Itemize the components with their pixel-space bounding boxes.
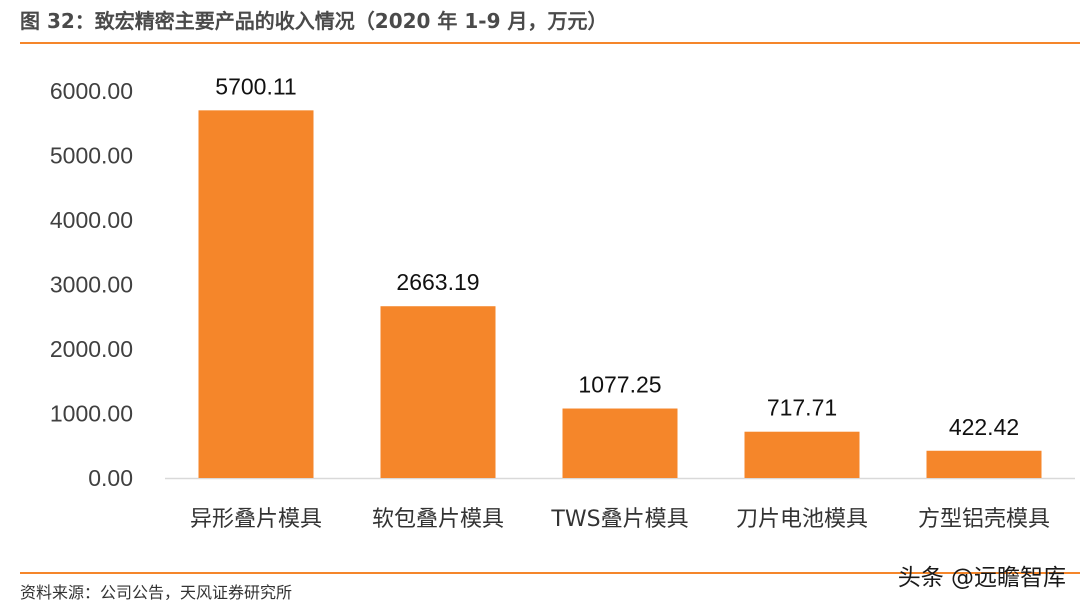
data-label: 717.71: [767, 395, 837, 421]
bar: [744, 431, 860, 478]
bar: [198, 110, 314, 479]
x-category-label: 软包叠片模具: [372, 507, 504, 532]
bar: [562, 408, 678, 478]
data-label: 422.42: [949, 414, 1019, 440]
bar-chart: 0.00 1000.00 2000.00 3000.00 4000.00 5000.00 6…: [50, 73, 1075, 532]
x-category-label: TWS叠片模具: [550, 507, 688, 532]
data-label: 1077.25: [578, 372, 661, 398]
watermark: 头条 @远瞻智库: [897, 565, 1066, 591]
bar-series: 5700.11 异形叠片模具 2663.19 软包叠片模具 1077.25 TWS叠片模具…: [190, 73, 1050, 532]
source-note: 资料来源：公司公告，天风证券研究所: [20, 583, 293, 602]
y-tick-label: 3000.00: [50, 272, 133, 298]
x-category-label: 刀片电池模具: [736, 507, 868, 532]
x-category-label: 异形叠片模具: [190, 507, 322, 532]
y-tick-label: 1000.00: [50, 401, 133, 427]
chart-title: 图 32：致宏精密主要产品的收入情况（2020 年 1-9 月，万元）: [20, 9, 608, 33]
y-tick-label: 2000.00: [50, 336, 133, 362]
bar: [380, 306, 496, 478]
bar: [926, 450, 1042, 478]
data-label: 2663.19: [396, 269, 479, 295]
y-tick-label: 4000.00: [50, 207, 133, 233]
data-label: 5700.11: [215, 73, 296, 99]
footer-divider: [20, 572, 1080, 574]
y-axis: 0.00 1000.00 2000.00 3000.00 4000.00 5000.00 6…: [50, 78, 133, 491]
y-tick-label: 6000.00: [50, 78, 133, 104]
x-category-label: 方型铝壳模具: [918, 507, 1050, 532]
y-tick-label: 5000.00: [50, 143, 133, 169]
y-tick-label: 0.00: [88, 465, 133, 491]
title-divider: [20, 42, 1080, 44]
